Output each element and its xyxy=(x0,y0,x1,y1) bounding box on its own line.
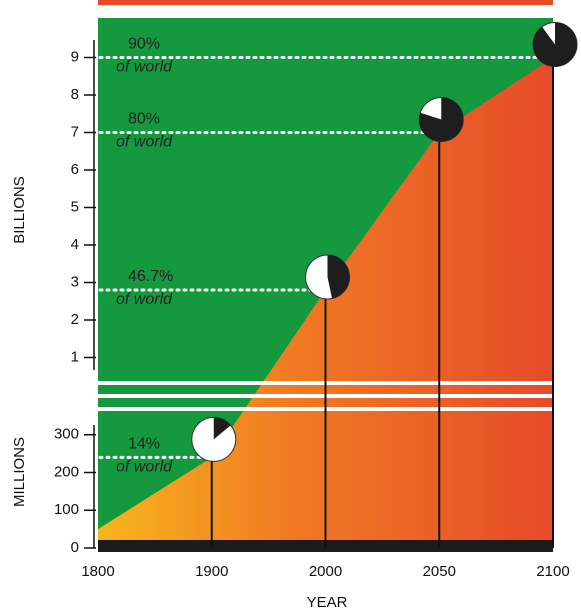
top-strip xyxy=(98,0,553,5)
share-pie xyxy=(192,417,236,461)
y2-tick-label: 9 xyxy=(71,48,79,65)
share-note: of world xyxy=(116,291,173,308)
y-axis-label: MILLIONS xyxy=(11,437,28,507)
share-pie xyxy=(306,255,350,299)
share-pie xyxy=(533,23,577,67)
pie-slice xyxy=(533,23,577,67)
share-note: of world xyxy=(116,59,173,76)
x-tick-label: 2100 xyxy=(536,563,569,580)
y-tick-label: 300 xyxy=(54,426,79,443)
share-label: 80% xyxy=(128,111,160,128)
y2-tick-label: 8 xyxy=(71,86,79,103)
y-tick-label: 100 xyxy=(54,501,79,518)
x-tick-label: 2000 xyxy=(309,563,342,580)
share-note: of world xyxy=(116,459,173,476)
y2-tick-label: 7 xyxy=(71,123,79,140)
share-note: of world xyxy=(116,134,173,151)
x-tick-label: 1800 xyxy=(81,563,114,580)
plot-area: 14% of world 46.7% of world 80% of world 90% of… xyxy=(98,0,577,552)
share-label: 46.7% xyxy=(128,268,173,285)
page: {"chart_data": { "type": "area", "catego… xyxy=(0,0,581,613)
y-tick-label: 200 xyxy=(54,463,79,480)
y2-tick-label: 5 xyxy=(71,198,79,215)
x-axis-label: YEAR xyxy=(307,594,348,611)
y2-tick-label: 4 xyxy=(71,236,79,253)
y2-tick-label: 3 xyxy=(71,273,79,290)
chart: 14% of world 46.7% of world 80% of world 90% of… xyxy=(0,0,581,613)
share-pie xyxy=(419,98,463,142)
share-label: 14% xyxy=(128,436,160,453)
share-label: 90% xyxy=(128,36,160,53)
x-tick-label: 2050 xyxy=(423,563,456,580)
y2-tick-label: 2 xyxy=(71,311,79,328)
x-tick-label: 1900 xyxy=(195,563,228,580)
y2-axis-label: BILLIONS xyxy=(11,176,28,244)
y-tick-label: 0 xyxy=(71,539,79,556)
y2-tick-label: 1 xyxy=(71,348,79,365)
y-axis: 1 2 3 4 5 6 7 8 9 0 100 200 300 xyxy=(54,40,96,556)
y2-tick-label: 6 xyxy=(71,161,79,178)
